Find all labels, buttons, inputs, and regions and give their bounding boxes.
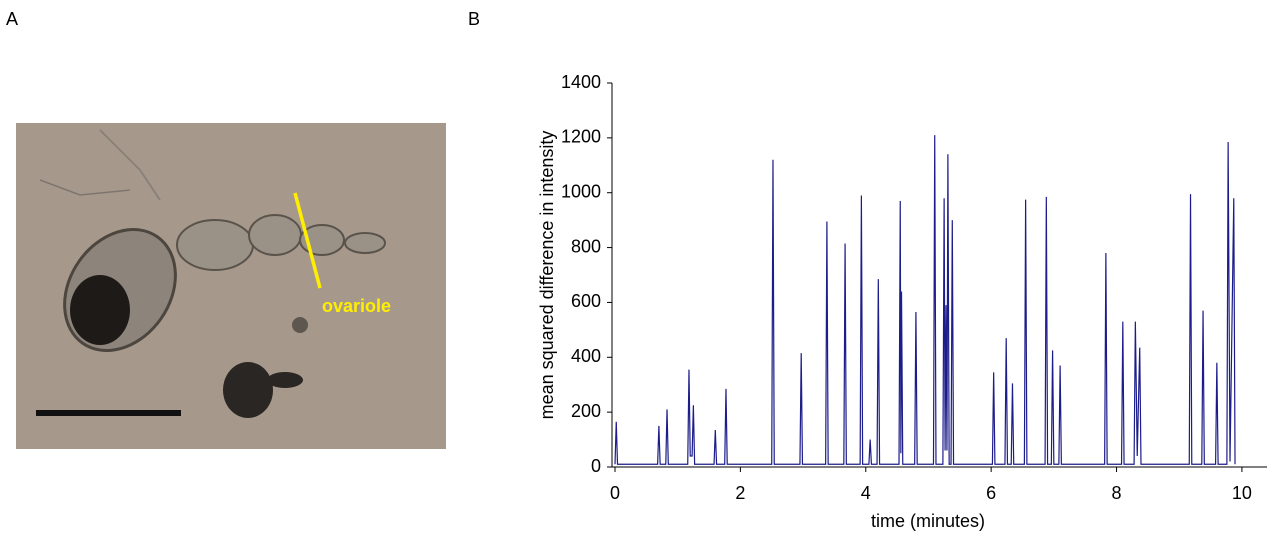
annotation: ovariole bbox=[322, 296, 391, 316]
y-tick-label: 1200 bbox=[561, 127, 601, 147]
egg-chamber bbox=[176, 219, 254, 271]
debris bbox=[39, 179, 131, 196]
egg-chamber-dark bbox=[70, 275, 130, 345]
x-tick-label: 2 bbox=[735, 483, 745, 503]
debris bbox=[223, 362, 273, 418]
x-tick-label: 6 bbox=[986, 483, 996, 503]
y-tick-label: 600 bbox=[571, 291, 601, 311]
y-tick-label: 200 bbox=[571, 401, 601, 421]
debris bbox=[292, 317, 308, 333]
y-tick-label: 0 bbox=[591, 456, 601, 476]
panel-label: B bbox=[468, 9, 480, 29]
x-tick-label: 8 bbox=[1112, 483, 1122, 503]
x-tick-label: 0 bbox=[610, 483, 620, 503]
y-axis-label: mean squared difference in intensity bbox=[537, 131, 557, 420]
x-tick-label: 4 bbox=[861, 483, 871, 503]
y-tick-label: 1000 bbox=[561, 181, 601, 201]
y-tick-label: 400 bbox=[571, 346, 601, 366]
annotation-line bbox=[293, 192, 322, 289]
debris bbox=[99, 129, 161, 201]
egg-chamber bbox=[344, 232, 386, 254]
panel-label: A bbox=[6, 9, 18, 29]
data-line bbox=[614, 135, 1236, 465]
egg-chamber bbox=[248, 214, 302, 256]
micrograph: ovariole bbox=[16, 123, 446, 449]
x-tick-label: 10 bbox=[1232, 483, 1252, 503]
y-tick-label: 1400 bbox=[561, 72, 601, 92]
debris bbox=[267, 372, 303, 388]
x-axis-label: time (minutes) bbox=[871, 511, 985, 531]
y-tick-label: 800 bbox=[571, 236, 601, 256]
